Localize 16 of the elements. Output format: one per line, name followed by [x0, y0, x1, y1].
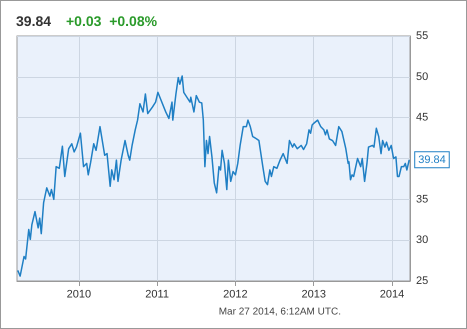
text: Mar 27 2014, 6:12AM UTC. [218, 306, 342, 318]
x-tick-label: 2011 [145, 288, 169, 300]
y-tick-label: 55 [416, 30, 428, 42]
y-tick-label: 25 [416, 275, 428, 287]
data-label: 39.84 [418, 154, 446, 166]
x-tick-label: 2014 [380, 288, 404, 300]
line-series [17, 75, 410, 277]
x-tick-label: 2012 [223, 288, 248, 300]
chart-title: 39.84 [16, 13, 52, 29]
x-tick-label: 2010 [66, 288, 92, 300]
y-tick-label: 45 [416, 112, 428, 124]
x-tick-label: 2013 [301, 288, 326, 300]
y-tick-label: 30 [416, 234, 428, 246]
y-tick-label: 35 [416, 193, 428, 206]
y-tick-label: 50 [416, 70, 428, 83]
chart-subtitle: +0.03 +0.08% [66, 13, 158, 29]
